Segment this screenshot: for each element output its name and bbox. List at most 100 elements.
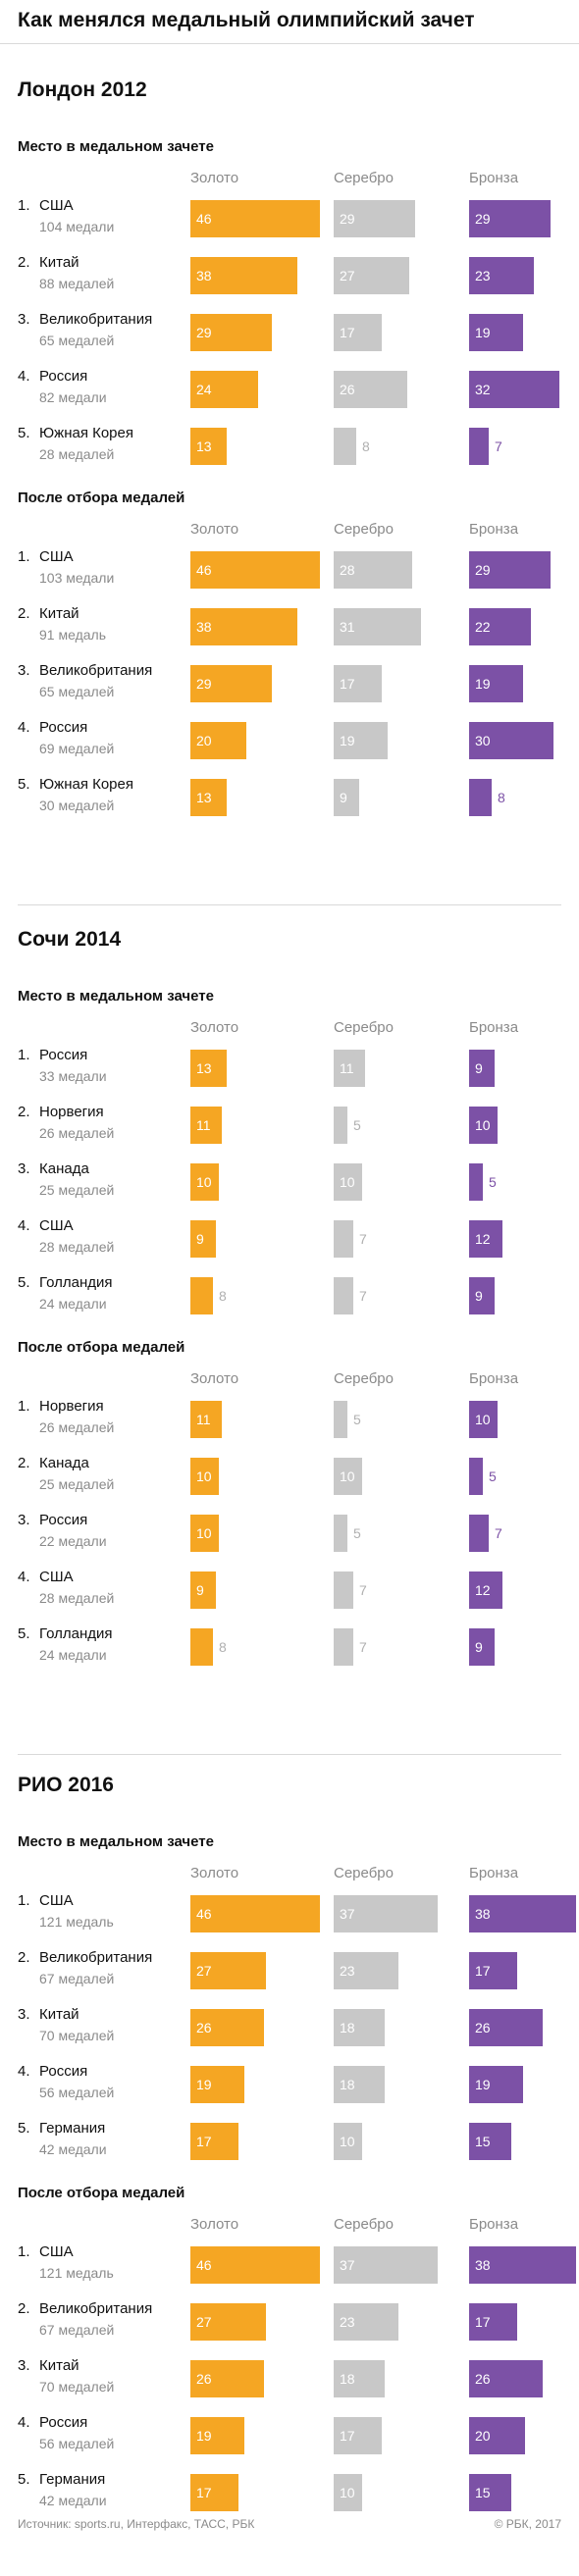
total-medals-label: 65 медалей xyxy=(39,333,115,348)
column-header-bronze: Бронза xyxy=(469,170,519,186)
silver-value-label: 17 xyxy=(340,325,355,340)
medal-table: После отбора медалей Золото Серебро Бронза 1… xyxy=(0,2184,579,2537)
table-row: 2. Великобритания 67 медалей 27 23 17 xyxy=(0,1948,579,1995)
total-medals-label: 104 медали xyxy=(39,219,115,234)
gold-value-label: 13 xyxy=(196,1060,212,1076)
silver-bar: 31 xyxy=(334,608,421,645)
bronze-bar: 15 xyxy=(469,2474,511,2511)
total-medals-label: 26 медалей xyxy=(39,1419,115,1435)
table-row: 4. Россия 56 медалей 19 17 20 xyxy=(0,2413,579,2460)
gold-bar: 38 xyxy=(190,608,297,645)
bronze-bar: 8 xyxy=(469,779,505,816)
table-row: 1. США 104 медали 46 29 29 xyxy=(0,196,579,243)
medal-table: Место в медальном зачете Золото Серебро Бро… xyxy=(0,1832,579,2186)
table-row: 4. США 28 медалей 9 7 12 xyxy=(0,1216,579,1263)
gold-value-label: 10 xyxy=(196,1174,212,1190)
bronze-bar: 9 xyxy=(469,1050,495,1087)
table-row: 4. Россия 56 медалей 19 18 19 xyxy=(0,2062,579,2109)
bronze-bar: 10 xyxy=(469,1401,498,1438)
bronze-value-label: 26 xyxy=(475,2020,491,2035)
table-subtitle: Место в медальном зачете xyxy=(18,138,214,155)
gold-bar: 11 xyxy=(190,1401,222,1438)
silver-bar: 7 xyxy=(334,1571,367,1609)
medal-table: Место в медальном зачете Золото Серебро Бро… xyxy=(0,987,579,1340)
section-divider xyxy=(18,904,561,905)
country-name: Норвегия xyxy=(39,1398,104,1415)
rank-label: 2. xyxy=(18,254,30,271)
silver-value-label: 5 xyxy=(353,1117,361,1133)
country-name: Россия xyxy=(39,368,88,385)
bronze-bar: 17 xyxy=(469,2303,517,2341)
gold-bar: 27 xyxy=(190,1952,266,1989)
column-header-bronze: Бронза xyxy=(469,1019,519,1036)
gold-value-label: 27 xyxy=(196,2314,212,2330)
table-row: 2. Норвегия 26 медалей 11 5 10 xyxy=(0,1103,579,1150)
silver-bar: 37 xyxy=(334,1895,438,1932)
total-medals-label: 22 медали xyxy=(39,1533,107,1549)
bronze-bar: 20 xyxy=(469,2417,525,2454)
total-medals-label: 24 медали xyxy=(39,1647,107,1663)
country-name: США xyxy=(39,1217,74,1234)
bronze-bar: 12 xyxy=(469,1220,502,1258)
gold-value-label: 46 xyxy=(196,562,212,578)
table-row: 5. Голландия 24 медали 8 7 9 xyxy=(0,1273,579,1320)
rank-label: 4. xyxy=(18,719,30,736)
bronze-value-label: 19 xyxy=(475,2077,491,2092)
medal-table: После отбора медалей Золото Серебро Бронза 1… xyxy=(0,1338,579,1691)
bronze-value-label: 10 xyxy=(475,1412,491,1427)
gold-value-label: 46 xyxy=(196,2257,212,2273)
country-name: Китай xyxy=(39,605,79,622)
total-medals-label: 67 медалей xyxy=(39,1971,115,1986)
total-medals-label: 24 медали xyxy=(39,1296,107,1312)
silver-bar: 5 xyxy=(334,1107,361,1144)
column-header-silver: Серебро xyxy=(334,521,394,538)
silver-bar: 17 xyxy=(334,314,382,351)
table-row: 1. США 121 медаль 46 37 38 xyxy=(0,1891,579,1938)
bronze-value-label: 38 xyxy=(475,1906,491,1922)
total-medals-label: 42 медали xyxy=(39,2141,107,2157)
olympics-section: Лондон 2012 Место в медальном зачете Золот… xyxy=(0,77,579,905)
silver-value-label: 26 xyxy=(340,382,355,397)
silver-bar: 5 xyxy=(334,1515,361,1552)
gold-bar: 46 xyxy=(190,551,320,589)
bronze-bar: 9 xyxy=(469,1277,495,1314)
total-medals-label: 56 медалей xyxy=(39,2436,115,2451)
gold-value-label: 38 xyxy=(196,268,212,283)
rank-label: 3. xyxy=(18,1512,30,1528)
total-medals-label: 67 медалей xyxy=(39,2322,115,2338)
silver-value-label: 31 xyxy=(340,619,355,635)
rank-label: 1. xyxy=(18,197,30,214)
table-row: 4. Россия 82 медали 24 26 32 xyxy=(0,367,579,414)
silver-value-label: 8 xyxy=(362,438,370,454)
silver-bar: 37 xyxy=(334,2246,438,2284)
rank-label: 2. xyxy=(18,1949,30,1966)
table-subtitle: После отбора медалей xyxy=(18,1339,185,1356)
bronze-bar: 12 xyxy=(469,1571,502,1609)
silver-value-label: 7 xyxy=(359,1582,367,1598)
table-row: 4. Россия 69 медалей 20 19 30 xyxy=(0,718,579,765)
gold-value-label: 10 xyxy=(196,1525,212,1541)
bronze-value-label: 7 xyxy=(495,1525,502,1541)
total-medals-label: 70 медалей xyxy=(39,2028,115,2043)
gold-value-label: 46 xyxy=(196,211,212,227)
country-name: Россия xyxy=(39,1047,88,1063)
silver-value-label: 17 xyxy=(340,676,355,692)
column-header-silver: Серебро xyxy=(334,170,394,186)
silver-value-label: 5 xyxy=(353,1412,361,1427)
country-name: Южная Корея xyxy=(39,776,133,793)
gold-value-label: 19 xyxy=(196,2077,212,2092)
bronze-value-label: 19 xyxy=(475,325,491,340)
total-medals-label: 30 медалей xyxy=(39,798,115,813)
rank-label: 5. xyxy=(18,425,30,441)
column-header-silver: Серебро xyxy=(334,1019,394,1036)
bronze-value-label: 23 xyxy=(475,268,491,283)
table-row: 5. Южная Корея 28 медалей 13 8 7 xyxy=(0,424,579,471)
bronze-value-label: 30 xyxy=(475,733,491,748)
gold-value-label: 38 xyxy=(196,619,212,635)
bronze-bar: 26 xyxy=(469,2009,543,2046)
rank-label: 1. xyxy=(18,1047,30,1063)
footer: Источник: sports.ru, Интерфакс, ТАСС, РБ… xyxy=(18,2515,561,2533)
rank-label: 4. xyxy=(18,1217,30,1234)
silver-bar: 10 xyxy=(334,1163,362,1201)
rank-label: 2. xyxy=(18,1104,30,1120)
